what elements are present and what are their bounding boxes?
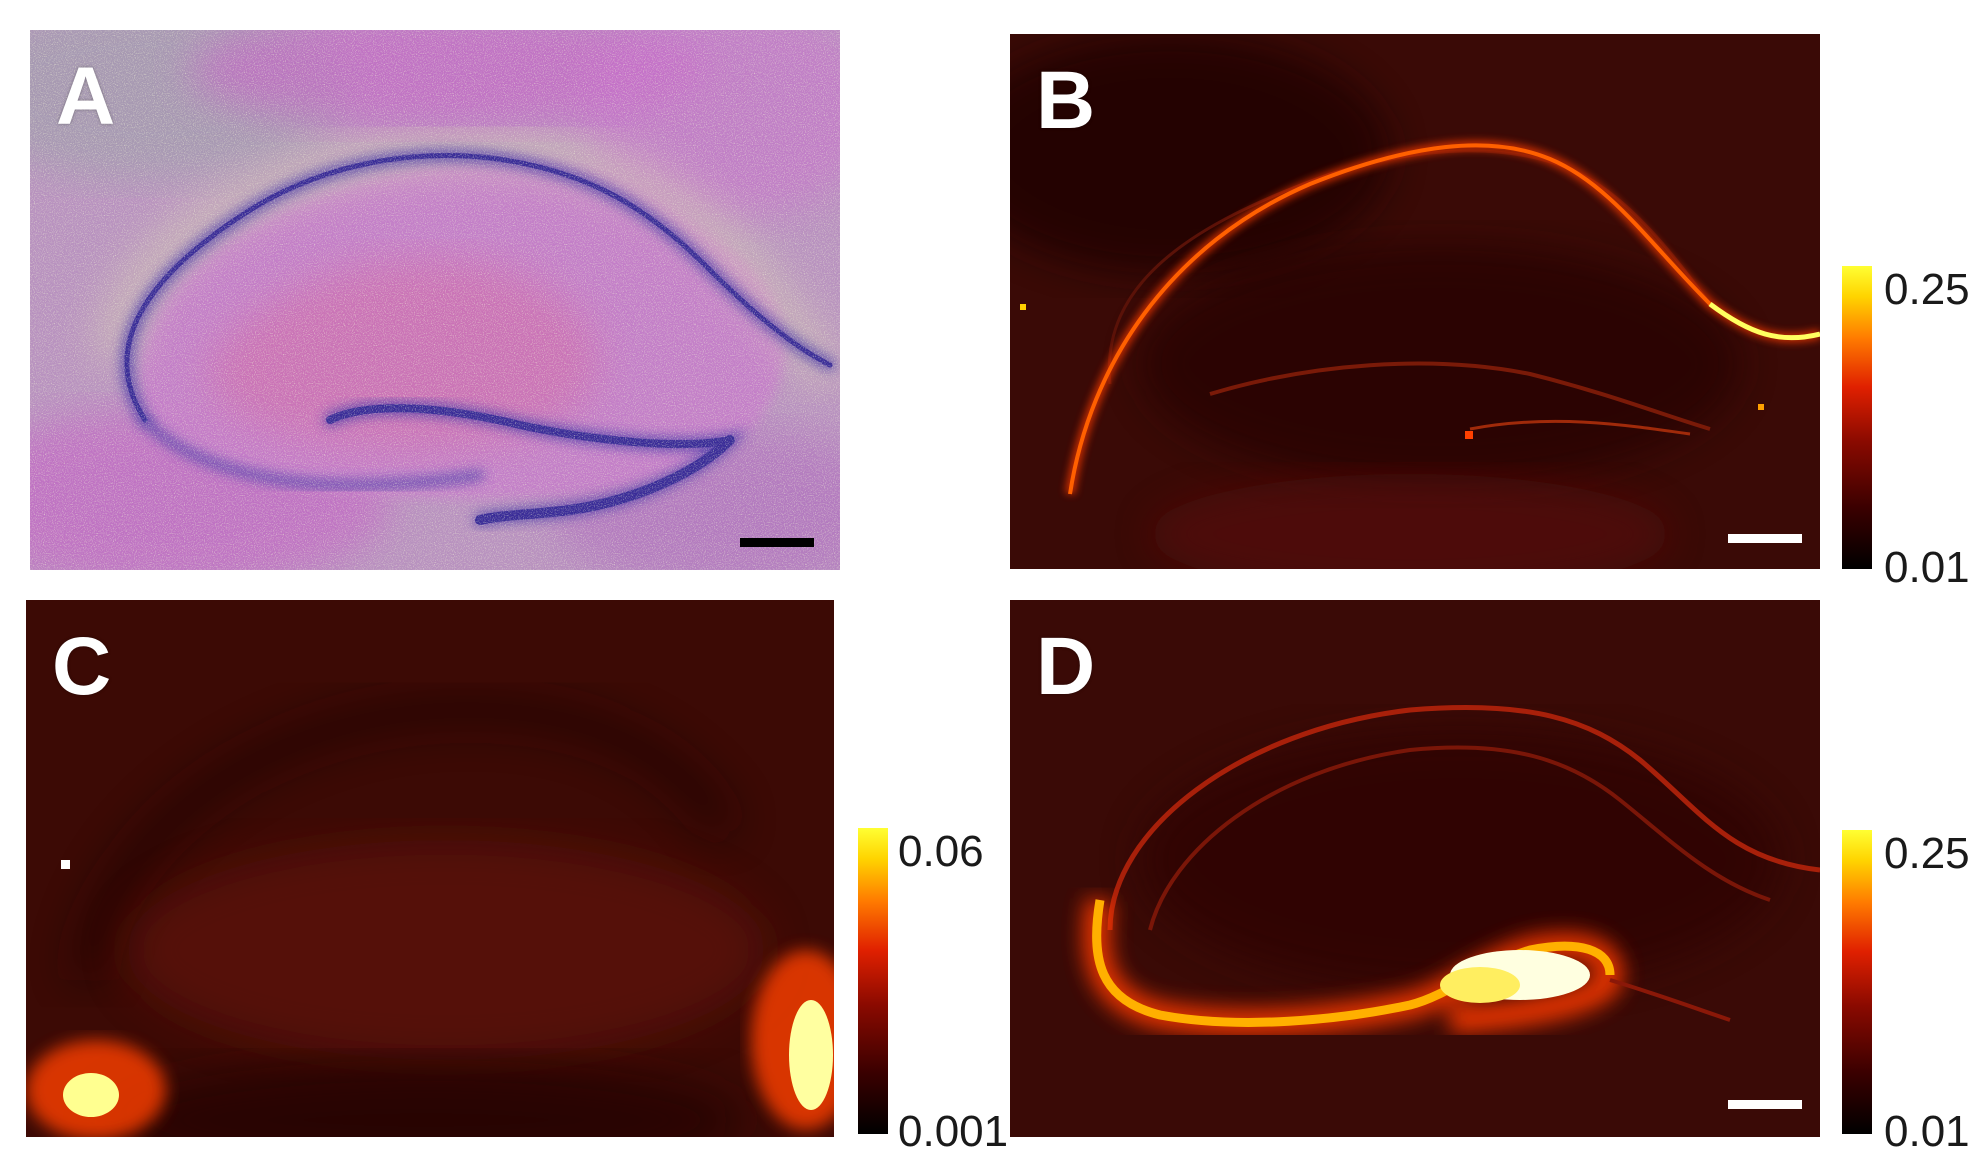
colorbar-d [1842, 830, 1872, 1134]
heatmap-c-image [26, 600, 834, 1137]
heatmap-d-image [1010, 600, 1820, 1137]
panel-letter-a: A [56, 51, 116, 142]
panel-letter-c: C [52, 621, 112, 712]
panel-c-heatmap: C [26, 600, 834, 1137]
colorbar-b [1842, 266, 1872, 569]
colorbar-b-min-label: 0.01 [1884, 543, 1970, 592]
colorbar-d-min-label: 0.01 [1884, 1107, 1970, 1156]
panel-letter-d: D [1036, 621, 1096, 712]
colorbar-b-max-label: 0.25 [1884, 265, 1970, 314]
scale-bar-a [740, 538, 814, 547]
scale-bar-b [1728, 534, 1802, 543]
stained-tissue-image [30, 30, 840, 570]
colorbar-c-min-label: 0.001 [898, 1107, 1009, 1156]
panel-letter-b: B [1036, 55, 1096, 146]
panel-d-heatmap: D [1010, 600, 1820, 1137]
colorbar-d-max-label: 0.25 [1884, 829, 1970, 878]
panel-b-heatmap: B [1010, 34, 1820, 569]
panel-a-stained-section: A [30, 30, 840, 570]
colorbar-c [858, 828, 888, 1134]
colorbar-c-max-label: 0.06 [898, 827, 984, 876]
heatmap-b-image [1010, 34, 1820, 569]
scale-bar-d [1728, 1100, 1802, 1109]
